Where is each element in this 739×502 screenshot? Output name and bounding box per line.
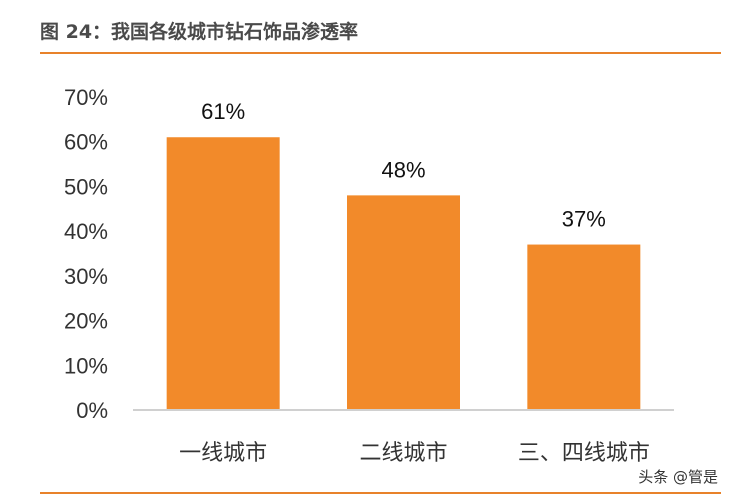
x-tick-label: 一线城市 [179,441,267,466]
y-tick-label: 70% [64,85,108,110]
watermark: 头条 @管是 [635,465,721,488]
y-tick-label: 10% [64,353,108,378]
y-tick-label: 0% [76,398,108,423]
figure-title: 图 24：我国各级城市钻石饰品渗透率 [40,21,359,43]
y-tick-label: 40% [64,219,108,244]
y-tick-label: 30% [64,264,108,289]
bar [166,137,280,410]
y-tick-label: 60% [64,130,108,155]
x-tick-label: 二线城市 [359,441,447,466]
bar [347,195,460,410]
bar [527,244,641,410]
data-label: 61% [201,99,245,124]
bottom-rule [40,492,721,494]
x-tick-label: 三、四线城市 [518,441,650,466]
y-tick-label: 20% [64,309,108,334]
data-label: 37% [562,207,606,232]
data-label: 48% [381,157,425,182]
top-rule [40,52,721,54]
y-tick-label: 50% [64,174,108,199]
